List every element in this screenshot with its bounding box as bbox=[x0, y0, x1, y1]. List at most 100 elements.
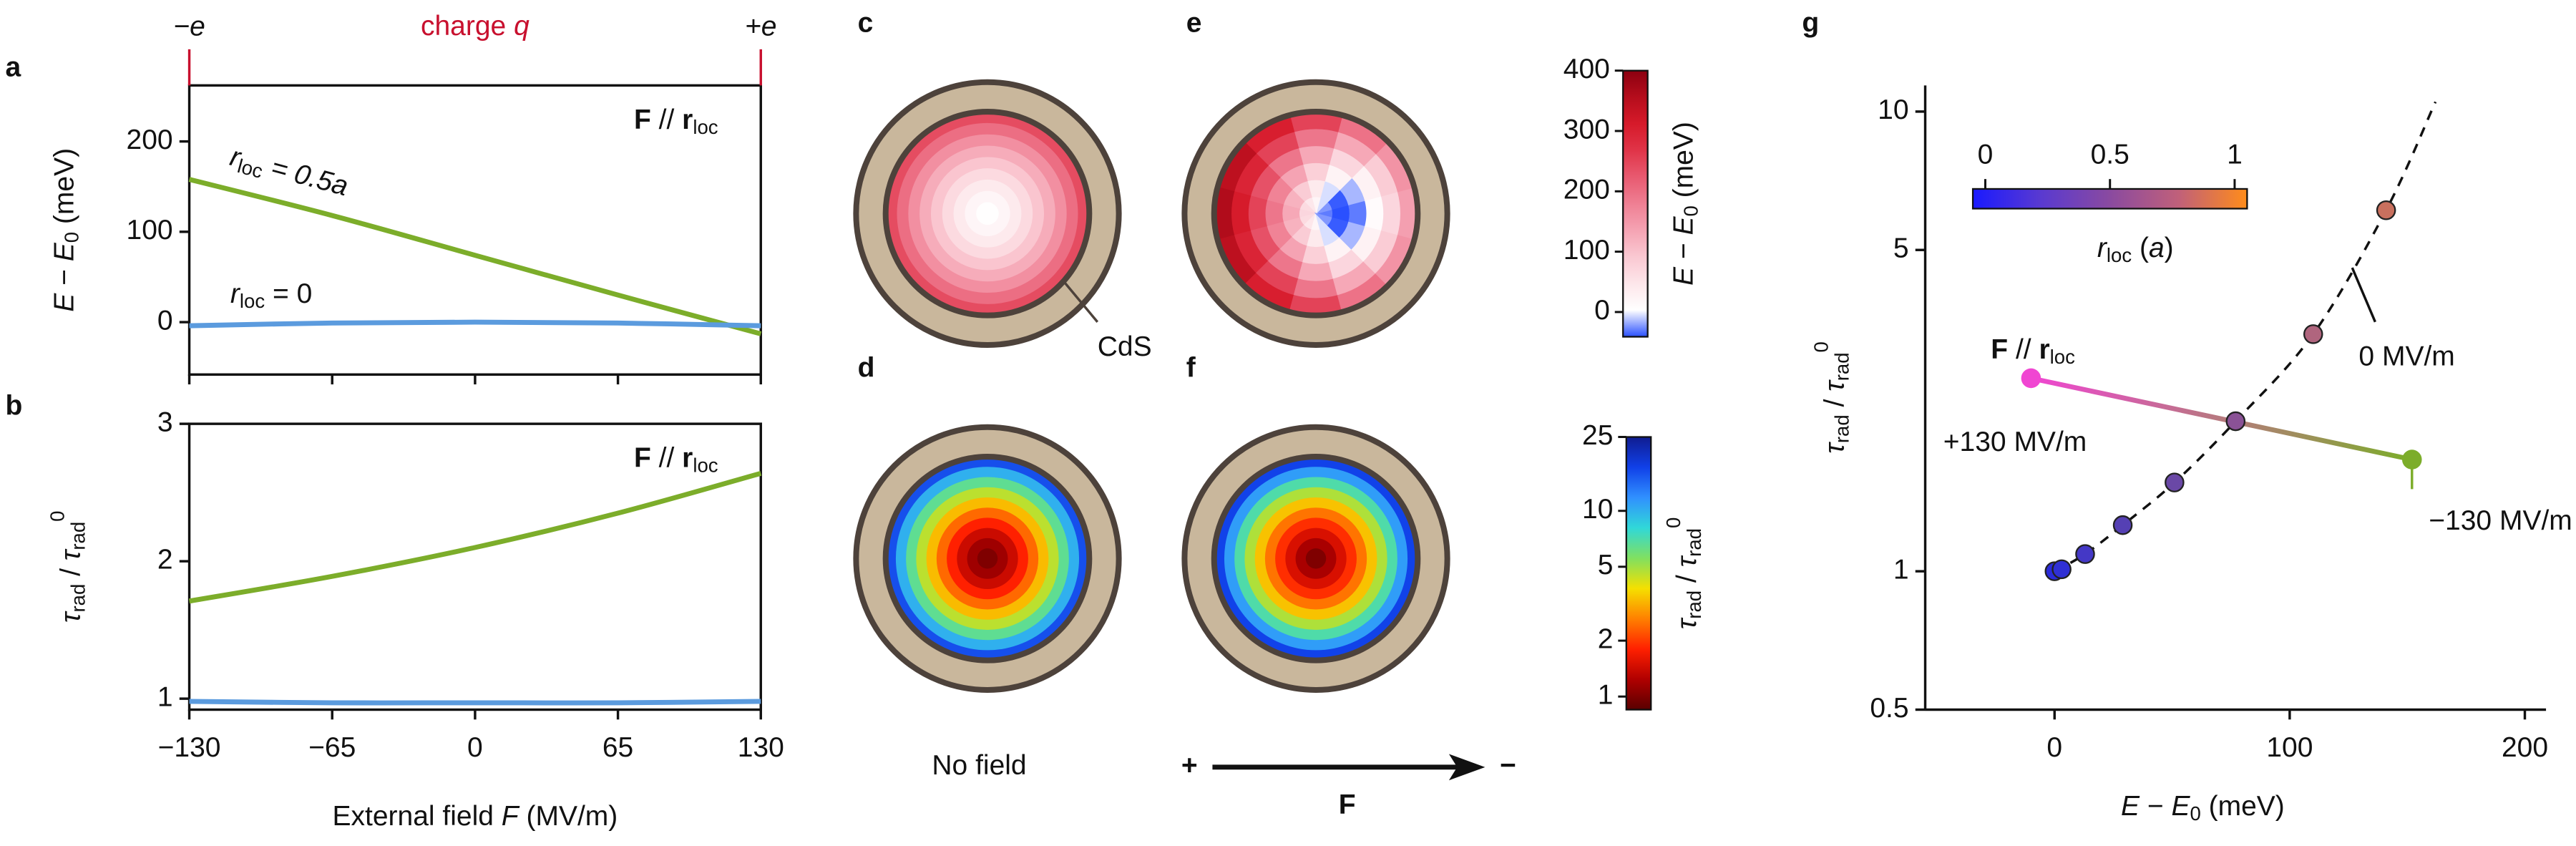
field-label: F // rloc bbox=[1991, 334, 2075, 368]
panel-label: g bbox=[1802, 8, 1819, 39]
colorbar-tick-label: 1 bbox=[2227, 139, 2243, 170]
heat-cell bbox=[1293, 278, 1339, 299]
colorbar bbox=[1622, 69, 1649, 338]
heat-cell bbox=[1297, 262, 1335, 282]
y-tick-label: 100 bbox=[127, 215, 173, 245]
y-tick-label: 1 bbox=[157, 681, 173, 712]
heat-ring bbox=[977, 548, 998, 569]
text-part: − bbox=[49, 261, 80, 293]
text-part: loc bbox=[693, 116, 718, 138]
point bbox=[2112, 515, 2133, 535]
heat-ring bbox=[1305, 548, 1327, 569]
point bbox=[2376, 200, 2396, 220]
text-part: τ bbox=[1820, 379, 1850, 392]
text-part: rad bbox=[1683, 528, 1705, 557]
heat-cell bbox=[1364, 195, 1385, 232]
point bbox=[2075, 544, 2095, 564]
y-tick-label: 1 bbox=[1893, 554, 1909, 585]
text-part: a bbox=[2149, 233, 2165, 263]
text-part: F bbox=[502, 801, 520, 832]
colorbar-tick-label: 2 bbox=[1598, 623, 1614, 654]
heat-cell bbox=[1247, 195, 1268, 232]
text-part: τ bbox=[56, 548, 87, 560]
colorbar bbox=[1625, 436, 1652, 711]
y-axis-label: τrad / τrad0 bbox=[47, 511, 89, 623]
colorbar-tick-label: 300 bbox=[1563, 114, 1610, 145]
guide-line bbox=[2054, 101, 2437, 573]
colorbar bbox=[1971, 188, 2248, 210]
text-part: rad bbox=[67, 522, 89, 550]
caption: No field bbox=[932, 750, 1026, 781]
text-part: E bbox=[2121, 792, 2140, 822]
point bbox=[2051, 559, 2072, 580]
colorbar-label: E − E0 (meV) bbox=[1669, 122, 1702, 286]
text-part: E bbox=[49, 242, 80, 261]
colorbar-tick-label: 0.5 bbox=[2091, 139, 2129, 170]
field-sign: − bbox=[1500, 750, 1516, 781]
text-part: q bbox=[514, 11, 530, 42]
text-part: // bbox=[651, 443, 682, 474]
text-part: τ bbox=[1672, 555, 1702, 567]
colorbar-tick-label: 200 bbox=[1563, 175, 1610, 205]
x-tick-label: −65 bbox=[308, 732, 356, 763]
text-part: / bbox=[1820, 392, 1850, 415]
y-axis-label: E − E0 (meV) bbox=[49, 148, 83, 312]
text-part: ( bbox=[2132, 233, 2149, 263]
panel-label: b bbox=[5, 391, 22, 422]
text-part: rad bbox=[1683, 590, 1705, 619]
material-label: CdS bbox=[1098, 331, 1152, 362]
colorbar-tick-label: 0 bbox=[1978, 139, 1994, 170]
text-part: (MV/m) bbox=[519, 801, 618, 832]
text-part: − bbox=[2140, 792, 2171, 822]
top-axis-label: −e bbox=[173, 11, 205, 42]
annotation: F // rloc bbox=[634, 104, 718, 138]
core-outline bbox=[1211, 454, 1421, 663]
x-tick-label: 0 bbox=[2046, 732, 2062, 763]
series-line bbox=[189, 319, 761, 329]
y-tick-label: 10 bbox=[1878, 94, 1908, 125]
text-part: (meV) bbox=[49, 148, 80, 232]
core-outline bbox=[882, 109, 1093, 319]
text-part: τ bbox=[56, 611, 87, 623]
text-part: 0 bbox=[47, 511, 69, 522]
heat-cell bbox=[1380, 190, 1402, 236]
text-part: 0 bbox=[1810, 341, 1833, 352]
x-axis-label: E − E0 (meV) bbox=[2121, 792, 2285, 825]
y-axis-label: τrad / τrad0 bbox=[1810, 341, 1853, 454]
text-part: τ bbox=[1672, 617, 1702, 629]
text-part: E bbox=[2171, 792, 2190, 822]
text-part: / bbox=[56, 560, 87, 584]
text-part: / bbox=[1672, 567, 1702, 590]
text-part: (meV) bbox=[1669, 122, 1699, 205]
colorbar-tick-label: 400 bbox=[1563, 54, 1610, 84]
annotation: F // rloc bbox=[634, 443, 718, 477]
y-tick-label: 0.5 bbox=[1870, 693, 1908, 724]
panel-label: a bbox=[5, 52, 21, 83]
x-tick-label: 130 bbox=[738, 732, 784, 763]
text-part: rad bbox=[67, 584, 89, 613]
colorbar-tick-label: 5 bbox=[1598, 550, 1614, 580]
y-tick-label: 0 bbox=[157, 305, 173, 336]
y-tick-label: 2 bbox=[157, 544, 173, 575]
colorbar-label: rloc (a) bbox=[2097, 233, 2174, 266]
panel-label: e bbox=[1186, 8, 1202, 39]
core-outline bbox=[882, 454, 1093, 663]
top-axis-label: charge q bbox=[421, 11, 530, 42]
text-part: loc bbox=[2107, 244, 2132, 266]
text-part: = 0 bbox=[265, 278, 312, 309]
point bbox=[2225, 411, 2246, 432]
heat-cell bbox=[1230, 190, 1252, 236]
text-part: E bbox=[1669, 216, 1699, 235]
text-part: // bbox=[2008, 334, 2039, 365]
field-endpoint bbox=[2021, 368, 2041, 389]
colorbar-tick-label: 10 bbox=[1582, 494, 1613, 525]
text-part: r bbox=[230, 278, 241, 309]
top-axis-label: +e bbox=[745, 11, 776, 42]
x-tick-label: 0 bbox=[467, 732, 483, 763]
text-part: E bbox=[49, 293, 80, 312]
heat-cell bbox=[1297, 145, 1335, 165]
x-tick-label: 100 bbox=[2266, 732, 2313, 763]
text-part: r bbox=[2039, 334, 2049, 365]
x-tick-label: 65 bbox=[602, 732, 633, 763]
